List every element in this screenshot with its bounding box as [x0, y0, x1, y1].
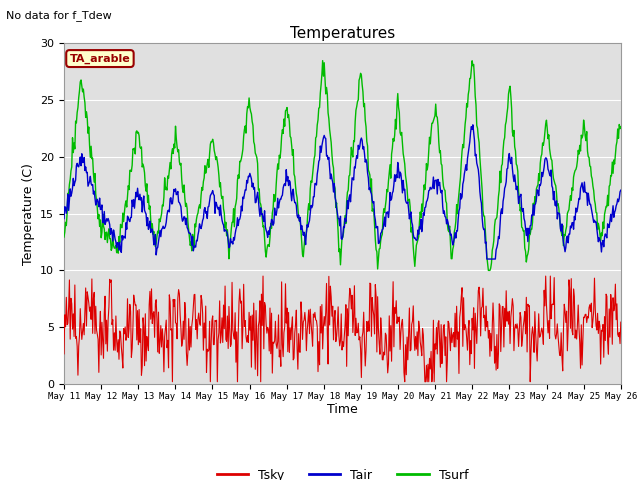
Text: TA_arable: TA_arable: [70, 53, 131, 64]
Title: Temperatures: Temperatures: [290, 25, 395, 41]
Text: No data for f_Tdew: No data for f_Tdew: [6, 10, 112, 21]
Legend: Tsky, Tair, Tsurf: Tsky, Tair, Tsurf: [212, 464, 473, 480]
Y-axis label: Temperature (C): Temperature (C): [22, 163, 35, 264]
X-axis label: Time: Time: [327, 403, 358, 417]
